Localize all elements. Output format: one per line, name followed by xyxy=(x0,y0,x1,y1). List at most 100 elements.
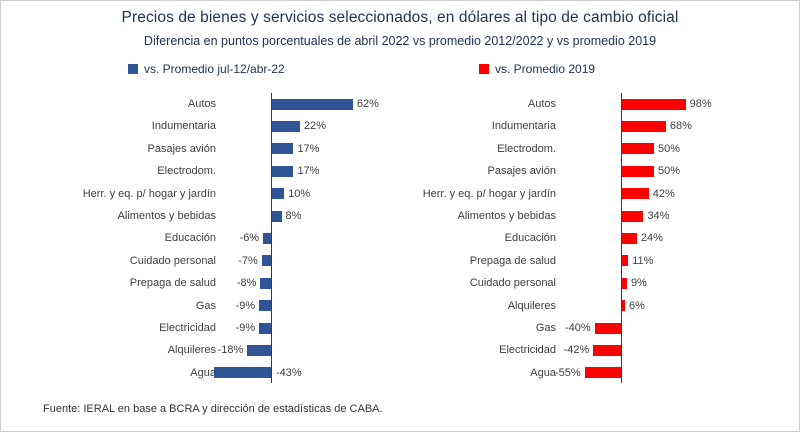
value-label: -42% xyxy=(563,344,590,357)
bar-chart-right: Autos 98% Indumentaria 68% Electrodom. 50% Pas… xyxy=(386,93,786,385)
category-label: Agua xyxy=(190,366,216,379)
bar xyxy=(259,322,271,334)
chart-row: Cuidado personal 9% xyxy=(386,272,786,294)
category-label: Educación xyxy=(164,232,216,245)
category-label: Herr. y eq. p/ hogar y jardín xyxy=(422,187,556,200)
bar xyxy=(621,165,654,177)
value-label: 50% xyxy=(658,142,681,155)
chart-row: Gas -9% xyxy=(76,295,436,317)
bar xyxy=(621,300,625,312)
bar xyxy=(593,344,621,356)
bar xyxy=(594,322,621,334)
chart-row: Pasajes avión 50% xyxy=(386,160,786,182)
category-label: Gas xyxy=(535,322,556,334)
category-label: Prepaga de salud xyxy=(469,254,556,267)
axis-line xyxy=(271,93,272,383)
category-label: Alimentos y bebidas xyxy=(117,210,216,222)
legend-swatch-red-icon xyxy=(479,64,489,74)
value-label: 11% xyxy=(632,254,654,267)
value-label: -7% xyxy=(238,254,258,267)
category-label: Educación xyxy=(504,232,556,245)
value-label: -40% xyxy=(564,322,591,334)
bar xyxy=(271,188,285,200)
bar xyxy=(621,277,627,289)
chart-title: Precios de bienes y servicios selecciona… xyxy=(121,9,679,26)
chart-row: Herr. y eq. p/ hogar y jardín 10% xyxy=(76,183,436,205)
value-label: 68% xyxy=(669,120,692,133)
value-label: -9% xyxy=(235,322,256,334)
bar xyxy=(263,232,271,244)
chart-row: Prepaga de salud -8% xyxy=(76,272,436,294)
category-label: Agua xyxy=(530,366,556,379)
chart-row: Alquileres -18% xyxy=(76,339,436,361)
value-label: 62% xyxy=(356,98,379,110)
bar-chart-left: Autos 62% Indumentaria 22% Pasajes avión 17% E… xyxy=(76,93,436,385)
bar xyxy=(621,255,629,267)
legend-swatch-blue-icon xyxy=(128,64,138,74)
value-label: -8% xyxy=(236,277,257,290)
chart-row: Indumentaria 22% xyxy=(76,115,436,137)
chart-row: Alquileres 6% xyxy=(386,295,786,317)
value-label: 42% xyxy=(652,187,675,200)
chart-row: Cuidado personal -7% xyxy=(76,250,436,272)
category-label: Prepaga de salud xyxy=(129,277,216,290)
chart-row: Autos 62% xyxy=(76,93,436,115)
bar xyxy=(621,143,654,155)
chart-row: Prepaga de salud 11% xyxy=(386,250,786,272)
legend-item-blue: vs. Promedio jul-12/abr-22 xyxy=(128,62,285,76)
bar xyxy=(621,120,666,132)
value-label: 10% xyxy=(288,187,311,200)
value-label: -43% xyxy=(276,366,302,379)
chart-row: Pasajes avión 17% xyxy=(76,138,436,160)
legend-label-red: vs. Promedio 2019 xyxy=(495,62,596,76)
chart-row: Autos 98% xyxy=(386,93,786,115)
category-label: Electricidad xyxy=(159,322,216,334)
bar xyxy=(247,344,271,356)
legend-item-red: vs. Promedio 2019 xyxy=(479,62,595,76)
bar xyxy=(271,98,353,110)
chart-row: Indumentaria 68% xyxy=(386,115,786,137)
chart-row: Alimentos y bebidas 8% xyxy=(76,205,436,227)
category-label: Electrodom. xyxy=(497,142,556,155)
chart-row: Herr. y eq. p/ hogar y jardín 42% xyxy=(386,183,786,205)
category-label: Cuidado personal xyxy=(129,254,216,267)
category-label: Pasajes avión xyxy=(147,142,217,155)
bar xyxy=(621,188,649,200)
chart-subtitle: Diferencia en puntos porcentuales de abr… xyxy=(143,34,657,48)
bar xyxy=(271,120,301,132)
category-label: Pasajes avión xyxy=(487,165,557,178)
value-label: 8% xyxy=(285,210,302,222)
bar xyxy=(621,210,644,222)
bar xyxy=(214,367,271,379)
category-label: Indumentaria xyxy=(491,120,556,133)
category-label: Gas xyxy=(195,299,216,312)
category-label: Alimentos y bebidas xyxy=(457,210,556,222)
source-note: Fuente: IERAL en base a BCRA y dirección… xyxy=(43,403,383,415)
chart-row: Alimentos y bebidas 34% xyxy=(386,205,786,227)
axis-line xyxy=(621,93,622,383)
bar xyxy=(271,165,294,177)
category-label: Electricidad xyxy=(499,344,556,357)
category-label: Alquileres xyxy=(507,299,556,312)
chart-row: Electrodom. 50% xyxy=(386,138,786,160)
value-label: 98% xyxy=(689,98,712,110)
bar xyxy=(621,98,686,110)
value-label: 9% xyxy=(630,277,647,290)
category-label: Electrodom. xyxy=(157,165,216,178)
category-label: Autos xyxy=(527,98,556,110)
bar xyxy=(584,367,621,379)
value-label: -18% xyxy=(217,344,244,357)
value-label: -6% xyxy=(239,232,260,245)
bar xyxy=(260,277,271,289)
value-label: 24% xyxy=(640,232,663,245)
legend-label-blue: vs. Promedio jul-12/abr-22 xyxy=(144,62,285,76)
value-label: 17% xyxy=(297,142,320,155)
value-label: -9% xyxy=(235,299,256,312)
chart-row: Educación 24% xyxy=(386,227,786,249)
chart-row: Agua -55% xyxy=(386,362,786,384)
value-label: 50% xyxy=(658,165,681,178)
bar xyxy=(271,210,282,222)
chart-row: Electricidad -9% xyxy=(76,317,436,339)
bar xyxy=(259,300,271,312)
